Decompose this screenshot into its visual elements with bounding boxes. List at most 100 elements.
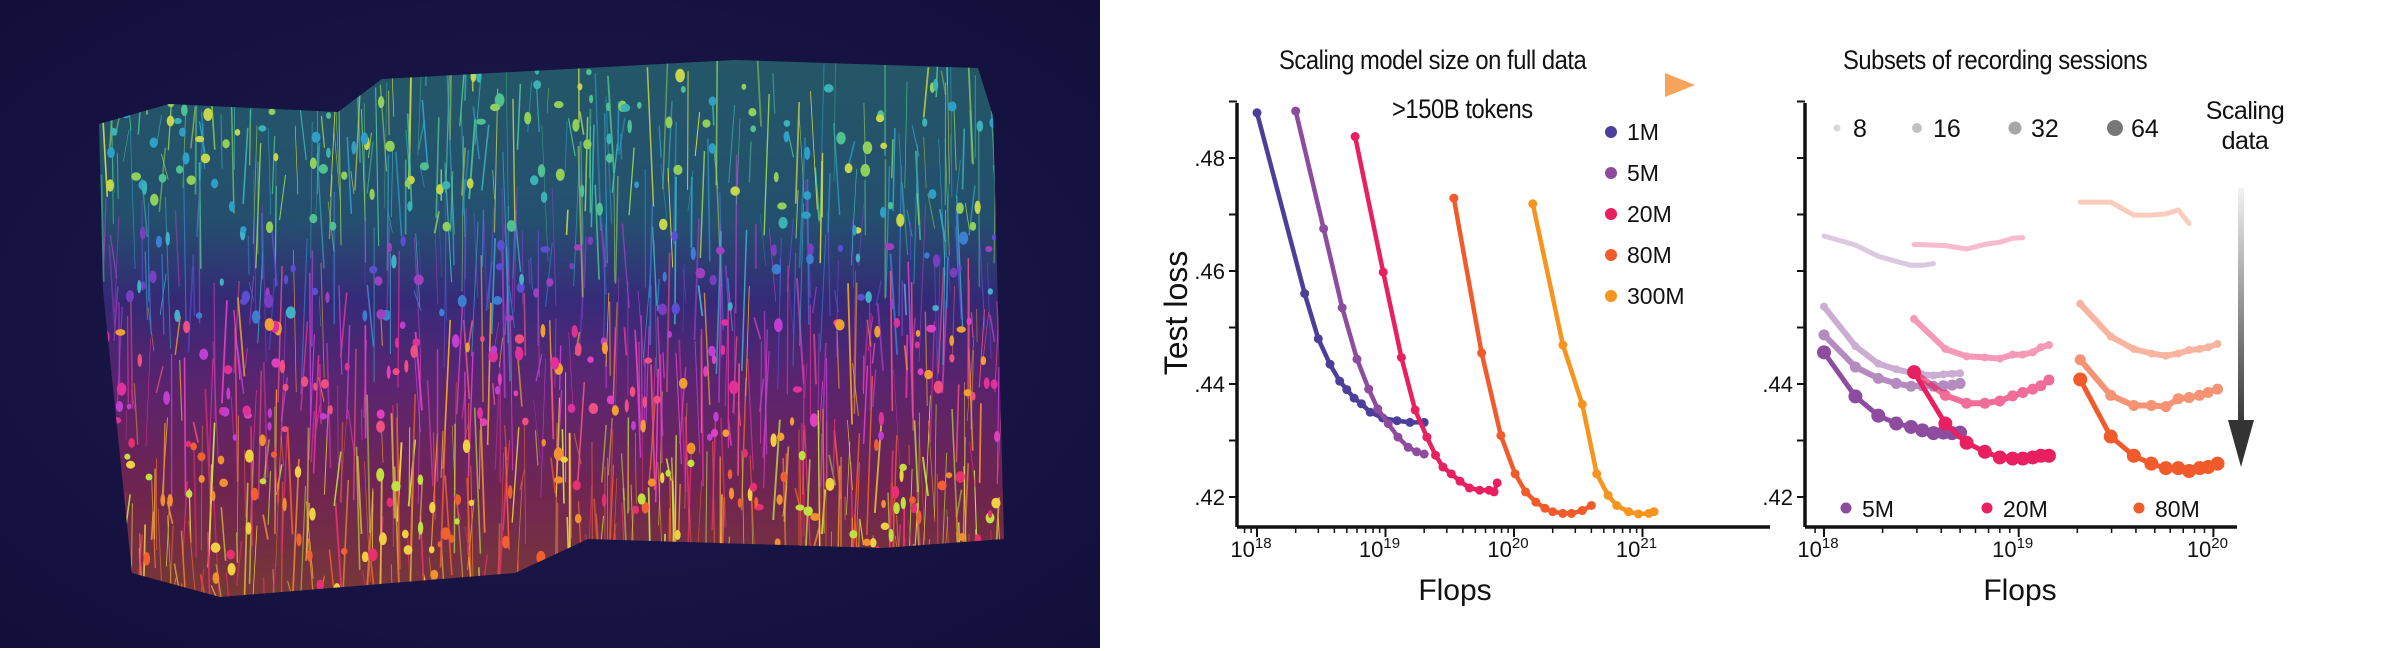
neuron-soma [634,181,639,189]
neurite [267,471,272,525]
neuron-soma [529,175,539,186]
neurite [584,116,589,212]
neuron-soma [720,344,726,356]
neurite [955,208,959,271]
neuron-soma [835,319,845,331]
neurite [550,457,557,494]
neuron-soma [601,341,609,355]
neurite [604,113,608,264]
neuron-soma [674,529,681,540]
data-point [1446,469,1456,479]
neuron-soma [899,463,907,472]
neuron-soma [165,231,170,246]
neurite [292,458,300,594]
neurite [166,501,174,525]
neuron-soma [318,164,328,174]
neurite [594,184,600,280]
neuron-soma [863,538,871,547]
neuron-soma [126,403,132,410]
neurite [579,111,585,135]
neuron-soma [376,468,385,482]
neurite [406,113,413,207]
neuron-soma [553,476,564,484]
neurite [508,247,511,362]
legend-marker [1605,208,1617,220]
series-20M [1350,132,1502,497]
neurite [405,130,411,181]
session-legend-marker [2008,121,2022,135]
neurite [309,272,312,417]
neuron-soma [573,244,582,251]
neurite [467,351,474,477]
neurite [366,141,374,194]
data-point [1915,423,1930,438]
neuron-soma [708,96,717,106]
neuron-soma [244,449,254,463]
neurite [787,274,794,335]
neuron-soma [285,306,296,319]
data-point [1624,507,1634,517]
neurite [795,190,799,239]
data-point [2182,464,2197,479]
neurite [763,94,770,236]
neurite [338,285,343,375]
neurite [435,117,440,218]
data-point [1929,371,1938,380]
neuron-soma [198,475,205,483]
neurite [252,125,258,244]
neuron-soma [673,164,683,175]
neurite [929,320,935,443]
neurite [901,182,909,256]
neurite [812,286,818,314]
neurite [268,277,276,351]
neurite [728,105,736,183]
neurite [924,311,928,406]
x-tick-base: 10 [1797,537,1821,562]
neurite [375,87,380,247]
neuron-soma [721,319,729,326]
neuron-soma [400,236,406,247]
neurite [339,416,348,502]
neuron-soma [410,345,418,359]
neuron-soma [240,226,247,233]
y-tick-label: .42 [1194,485,1225,510]
neurite [267,127,272,215]
neuron-soma [139,226,146,240]
data-point [2105,389,2117,401]
neuron-soma [149,270,157,284]
legend-marker [1605,249,1617,261]
neurite [298,101,307,160]
neurite [693,218,700,340]
neurite [547,87,549,114]
neuron-soma [143,552,151,566]
neuron-soma [966,317,972,326]
x-tick-label: 1018 [1230,535,1271,562]
neurite [460,109,466,237]
neuron-soma [773,171,779,183]
neuron-soma [711,428,719,438]
neurite [724,309,729,407]
data-point [1905,380,1917,392]
data-point [1979,397,1991,409]
neuron-soma [455,494,462,505]
neurite [654,368,659,503]
neurite [847,419,853,491]
neurite [464,208,467,280]
neurite [889,270,894,412]
neurite [190,106,197,149]
neurite [300,486,307,597]
neuron-soma [391,254,397,269]
neuron-soma [294,466,302,478]
neurite [617,100,620,151]
neuron-soma [971,391,976,401]
right-panel-title: Subsets of recording sessions [1843,45,2148,75]
data-point [1521,487,1531,497]
neurite [456,303,464,415]
neuron-soma [881,499,886,509]
neuron-soma [958,231,969,245]
data-point [1431,450,1441,460]
neurite [849,462,854,557]
neurite [516,83,522,150]
neuron-soma [587,356,594,364]
